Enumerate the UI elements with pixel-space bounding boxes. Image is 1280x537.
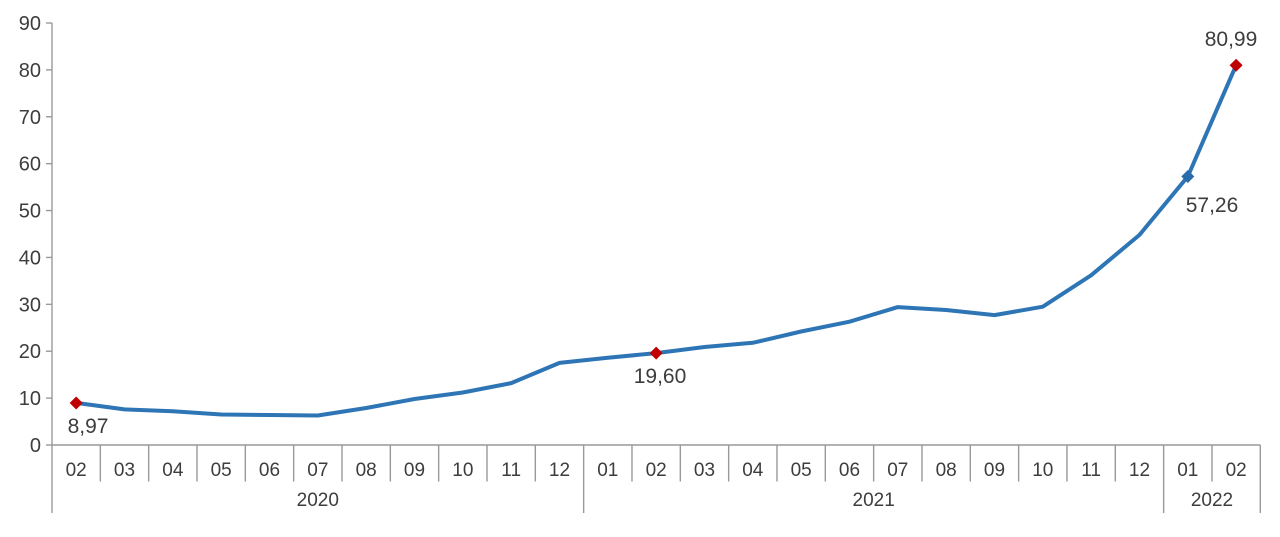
- y-axis-tick-label: 90: [19, 13, 41, 35]
- x-axis-month-label: 09: [404, 460, 425, 481]
- x-axis-month-label: 11: [1081, 460, 1101, 481]
- x-axis-month-label: 03: [694, 460, 715, 481]
- x-axis-month-label: 02: [646, 460, 667, 481]
- x-axis-month-label: 02: [1226, 460, 1247, 481]
- y-axis-tick-label: 50: [19, 201, 41, 223]
- x-axis-month-label: 06: [259, 460, 280, 481]
- data-point-marker: [649, 346, 663, 360]
- data-point-label: 80,99: [1205, 28, 1258, 51]
- x-axis-month-label: 08: [356, 460, 377, 481]
- data-point-marker: [1229, 58, 1243, 72]
- x-axis-month-label: 12: [1129, 460, 1150, 481]
- data-series-line: [74, 63, 1239, 418]
- x-axis-month-label: 03: [114, 460, 135, 481]
- data-point-label: 19,60: [634, 365, 687, 388]
- x-axis-month-label: 07: [307, 460, 328, 481]
- data-point-label: 57,26: [1186, 194, 1239, 217]
- x-axis-month-label: 09: [984, 460, 1005, 481]
- x-axis-month-label: 05: [211, 460, 232, 481]
- y-axis-tick-label: 10: [19, 388, 41, 410]
- x-axis-month-label: 05: [791, 460, 812, 481]
- y-axis-tick-label: 30: [19, 294, 41, 316]
- x-axis-month-label: 12: [549, 460, 570, 481]
- x-axis-month-label: 02: [66, 460, 87, 481]
- x-axis-year-label: 2020: [297, 490, 339, 511]
- y-axis-tick-label: 0: [30, 435, 41, 457]
- y-axis-tick-label: 80: [19, 60, 41, 82]
- x-axis-month-label: 07: [887, 460, 908, 481]
- x-axis-month-label: 10: [1032, 460, 1053, 481]
- x-axis-month-label: 01: [1177, 460, 1198, 481]
- y-axis-tick-label: 70: [19, 107, 41, 129]
- data-point-marker: [1181, 170, 1195, 184]
- data-point-label: 8,97: [68, 415, 109, 438]
- x-axis-month-label: 11: [501, 460, 521, 481]
- x-axis-month-label: 01: [597, 460, 618, 481]
- y-axis-tick-label: 40: [19, 247, 41, 269]
- data-point-marker: [69, 396, 83, 410]
- x-axis-year-label: 2021: [853, 490, 895, 511]
- y-axis-tick-label: 20: [19, 341, 41, 363]
- x-axis-month-label: 08: [936, 460, 957, 481]
- y-axis-tick-label: 60: [19, 154, 41, 176]
- x-axis-month-label: 10: [452, 460, 473, 481]
- x-axis-month-label: 06: [839, 460, 860, 481]
- x-axis-year-label: 2022: [1191, 490, 1233, 511]
- x-axis-month-label: 04: [742, 460, 764, 481]
- x-axis-month-label: 04: [162, 460, 184, 481]
